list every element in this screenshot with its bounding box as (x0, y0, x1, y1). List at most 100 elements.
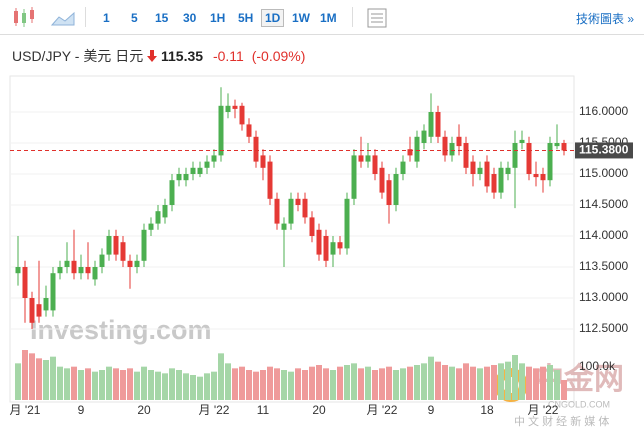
volume-bar (106, 366, 112, 400)
volume-bar (379, 368, 385, 400)
candle-body (288, 198, 294, 224)
candle-body (274, 198, 280, 224)
candle-body (169, 180, 175, 205)
interval-button[interactable]: 1D (261, 9, 285, 27)
symbol: USD/JPY - 美元 日元 (12, 48, 144, 64)
candle-body (456, 136, 462, 147)
candle-body (512, 143, 518, 168)
volume-bar (421, 363, 427, 400)
candle-body (232, 105, 238, 109)
candle-body (358, 155, 364, 162)
y-tick-label: 115.0000 (579, 166, 628, 180)
volume-bar (491, 365, 497, 400)
candle-body (316, 229, 322, 255)
volume-bar (197, 376, 203, 400)
volume-bar (274, 368, 280, 400)
interval-button[interactable]: 5 (131, 11, 138, 25)
candle-body (302, 198, 308, 218)
interval-button[interactable]: 5H (238, 11, 254, 25)
volume-bar (50, 356, 56, 400)
candle-body (414, 136, 420, 162)
volume-bar (337, 366, 343, 400)
volume-bar (463, 363, 469, 400)
interval-button[interactable]: 15 (155, 11, 169, 25)
volume-bar (519, 363, 525, 400)
candle-icon[interactable] (8, 3, 38, 33)
interval-button[interactable]: 1M (320, 11, 337, 25)
y-tick-label: 116.0000 (579, 104, 628, 118)
volume-bar (71, 366, 77, 400)
interval-button[interactable]: 1H (210, 11, 226, 25)
candle-body (36, 304, 42, 317)
change-percent: (-0.09%) (251, 48, 306, 64)
candle-body (547, 143, 553, 181)
candle-body (141, 229, 147, 261)
candle-body (15, 267, 21, 274)
candle-body (71, 260, 77, 274)
volume-bar (113, 368, 119, 400)
settings-icon[interactable] (366, 7, 388, 29)
volume-bar (64, 368, 70, 400)
candle-body (365, 155, 371, 162)
candle-body (519, 139, 525, 143)
volume-bar (295, 368, 301, 400)
last-price-label: 115.3800 (579, 143, 629, 157)
area-icon[interactable] (48, 3, 78, 33)
volume-bar (22, 350, 28, 400)
candle-body (533, 174, 539, 178)
volume-bar (442, 365, 448, 400)
y-tick-label: 113.5000 (579, 259, 628, 273)
candle-body (29, 298, 35, 323)
candle-body (155, 211, 161, 224)
candle-body (386, 180, 392, 205)
candle-body (526, 143, 532, 174)
candle-body (239, 105, 245, 125)
candle-body (421, 130, 427, 143)
volume-bar (344, 365, 350, 400)
price: 115.35 (160, 48, 204, 64)
candle-body (120, 242, 126, 261)
candle-body (344, 198, 350, 249)
volume-bar (239, 366, 245, 400)
volume-bar (281, 370, 287, 400)
volume-bar (57, 366, 63, 400)
candle-body (85, 267, 91, 274)
interval-button[interactable]: 1W (292, 11, 310, 25)
candle-body (540, 174, 546, 181)
last-price-box (575, 142, 633, 159)
candle-body (505, 167, 511, 174)
interval-button[interactable]: 1 (103, 11, 110, 25)
x-tick-label: 11 (257, 403, 270, 417)
candle-body (253, 136, 259, 162)
x-tick-label: 月 '22 (528, 403, 559, 417)
candle-body (477, 167, 483, 174)
y-tick-label: 114.0000 (579, 228, 628, 242)
volume-bar (85, 368, 91, 400)
volume-bar (148, 370, 154, 400)
candle-body (197, 167, 203, 174)
volume-bar (372, 370, 378, 400)
volume-bar (547, 365, 553, 400)
volume-bar (351, 363, 357, 400)
volume-bar (36, 358, 42, 400)
change: -0.11 (212, 48, 244, 64)
candle-body (449, 143, 455, 156)
volume-bar (183, 373, 189, 400)
logo-site: CNGOLD.COM (548, 399, 610, 409)
candle-body (323, 236, 329, 261)
plot-frame (9, 75, 575, 403)
candle-body (435, 112, 441, 137)
candle-body (330, 242, 336, 255)
y-tick-label: 114.5000 (579, 197, 628, 211)
volume-bar (43, 360, 49, 400)
volume-bar (414, 365, 420, 400)
candle-body (393, 174, 399, 205)
volume-bar (204, 373, 210, 400)
volume-bar (120, 370, 126, 400)
technical-chart-link[interactable]: 技術圖表 » (575, 12, 634, 26)
volume-bar (400, 368, 406, 400)
interval-button[interactable]: 30 (183, 11, 197, 25)
volume-bar (456, 368, 462, 400)
candle-body (484, 161, 490, 187)
